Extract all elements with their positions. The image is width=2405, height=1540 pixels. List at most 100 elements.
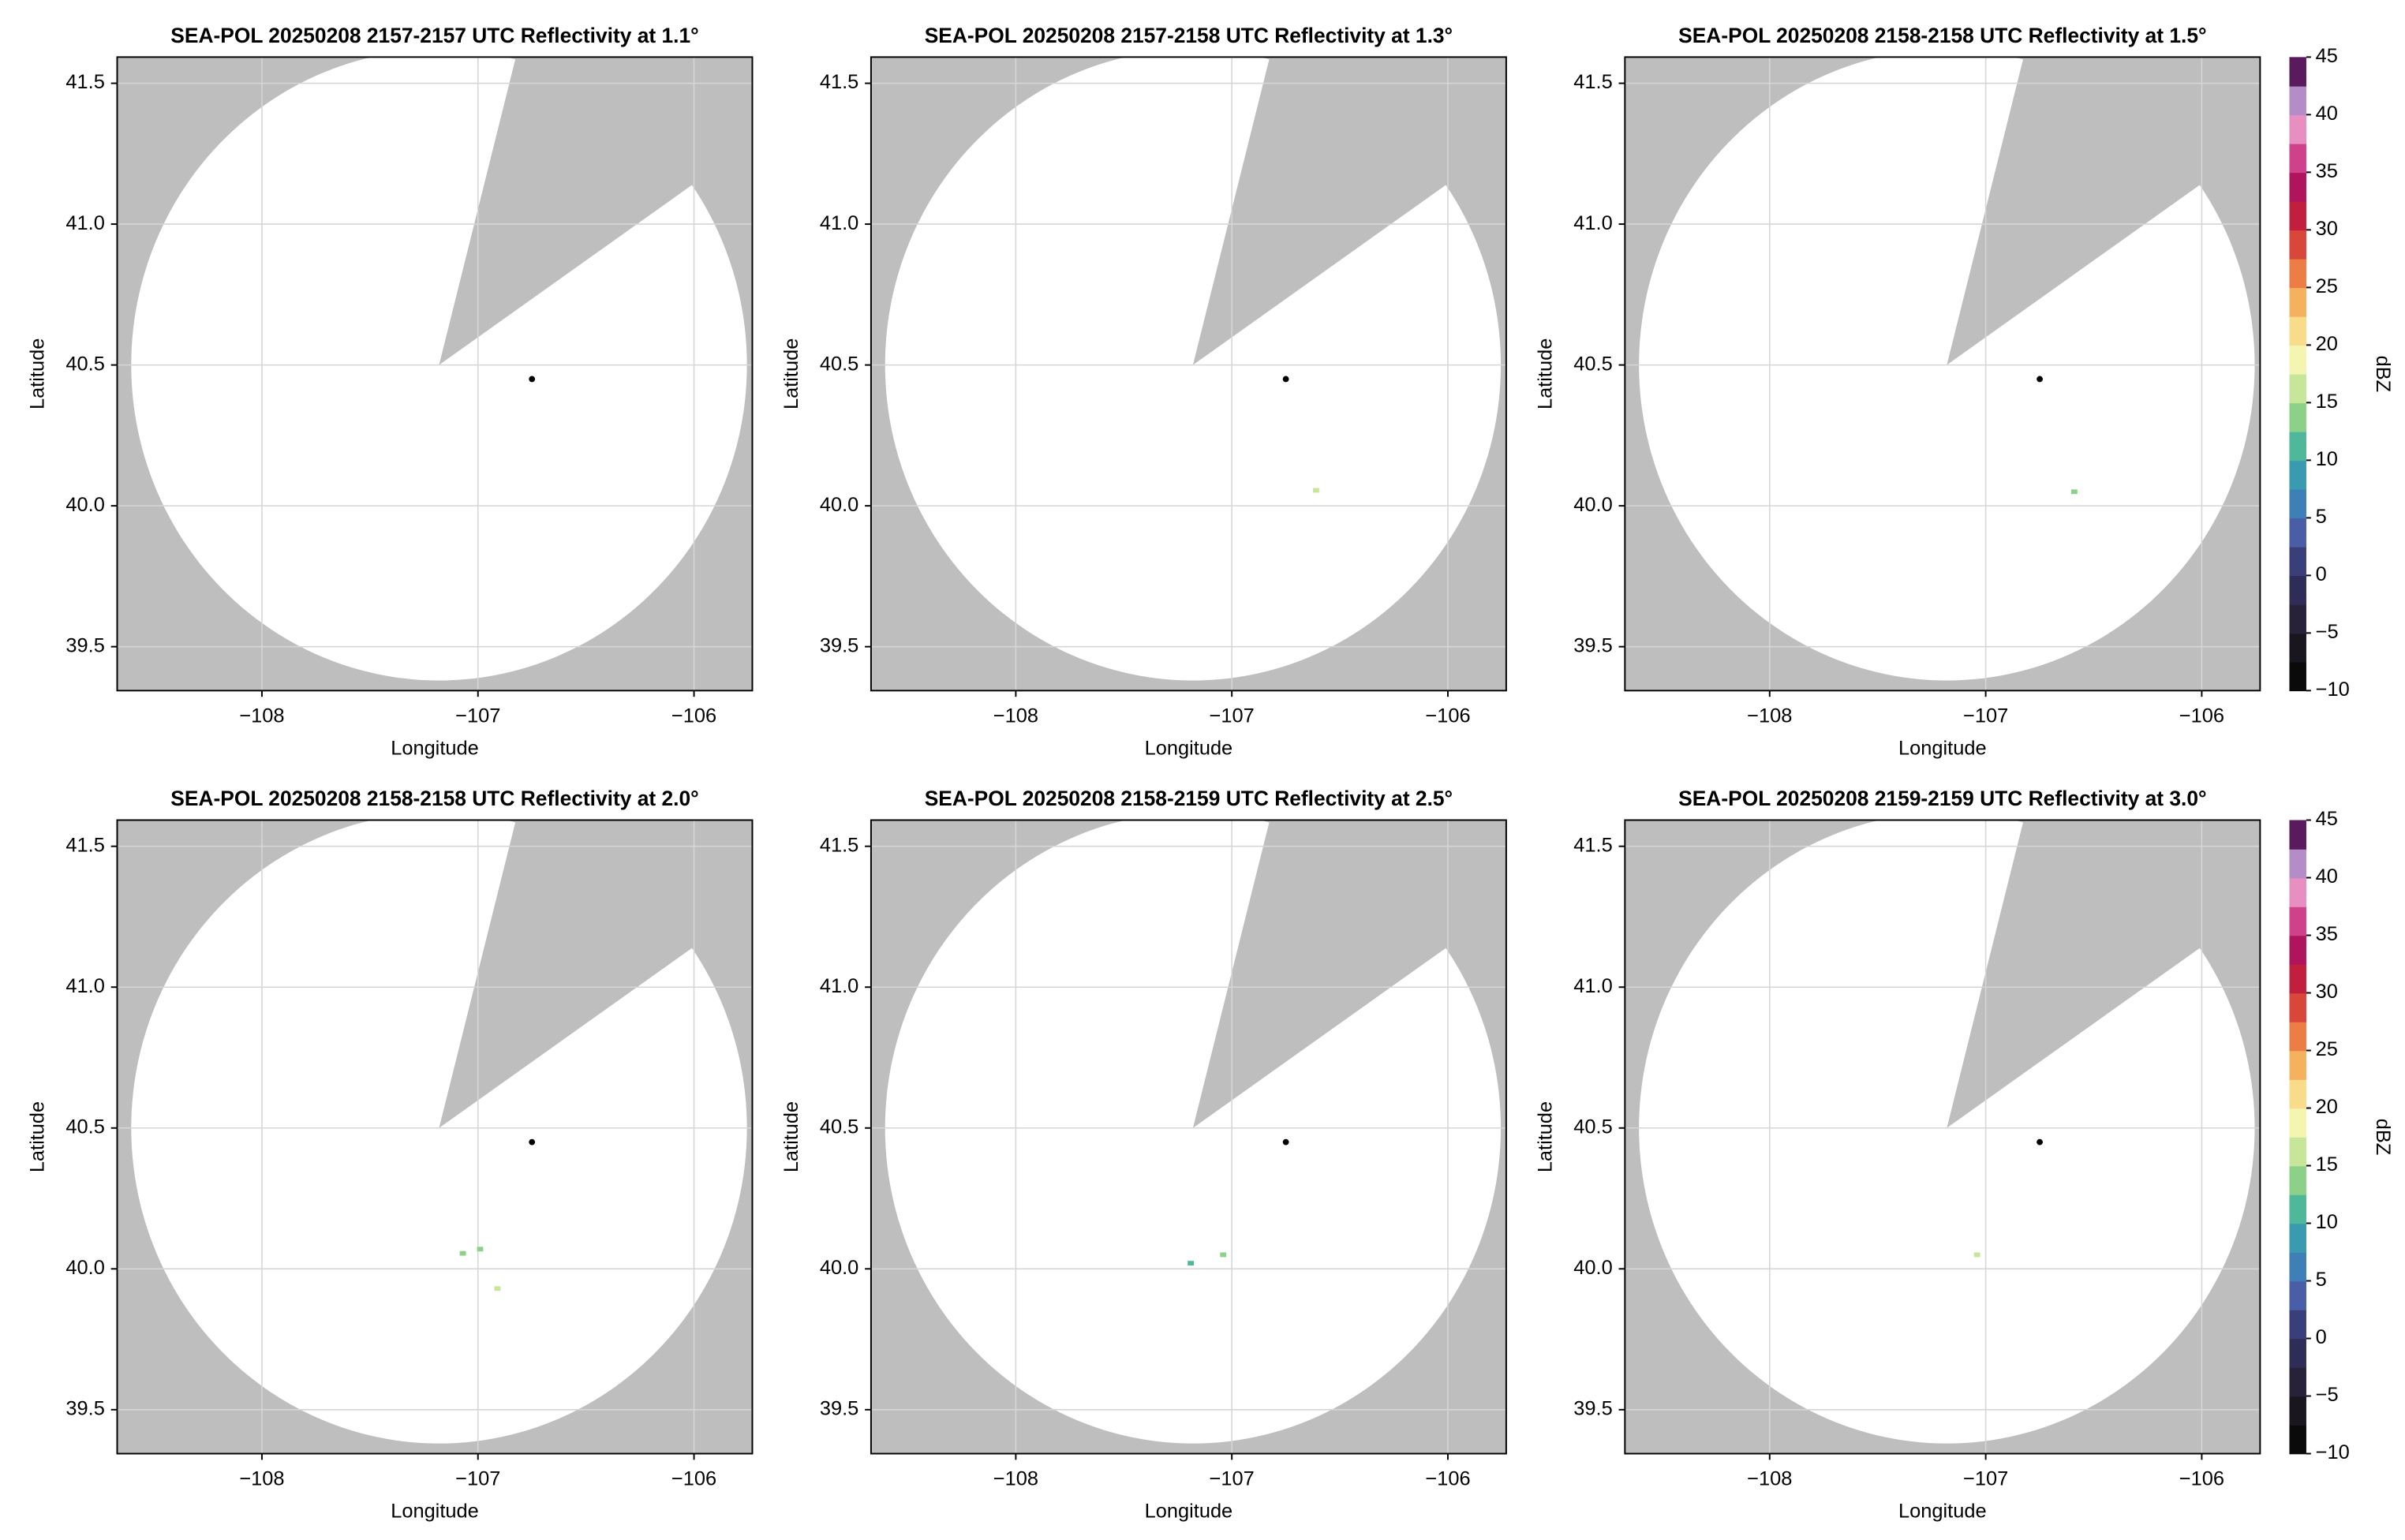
colorbar-band bbox=[2289, 1338, 2306, 1368]
x-axis-label: Longitude bbox=[1145, 1500, 1233, 1522]
echo bbox=[2070, 489, 2078, 495]
colorbar-band bbox=[2289, 345, 2306, 375]
colorbar-band bbox=[2289, 85, 2306, 116]
plot-area bbox=[870, 57, 1506, 691]
y-tick-label: 40.5 bbox=[1573, 353, 1612, 375]
colorbar-band bbox=[2289, 935, 2306, 965]
plot-area bbox=[1625, 820, 2261, 1454]
panel: SEA-POL 20250208 2159-2159 UTC Reflectiv… bbox=[1534, 787, 2394, 1522]
y-tick-label: 40.5 bbox=[65, 353, 104, 375]
y-tick-label: 40.0 bbox=[1573, 1257, 1612, 1279]
colorbar-band bbox=[2289, 57, 2306, 87]
colorbar-band bbox=[2289, 1425, 2306, 1455]
colorbar-band bbox=[2289, 316, 2306, 346]
echo bbox=[1220, 1252, 1227, 1258]
echo bbox=[1973, 1252, 1980, 1258]
colorbar-band bbox=[2289, 877, 2306, 907]
echo bbox=[1188, 1261, 1195, 1266]
colorbar-tick-label: 10 bbox=[2316, 448, 2338, 470]
panel: SEA-POL 20250208 2158-2158 UTC Reflectiv… bbox=[1534, 24, 2394, 759]
colorbar-band bbox=[2289, 1223, 2306, 1253]
colorbar-tick-label: 45 bbox=[2316, 808, 2338, 830]
colorbar-band bbox=[2289, 1252, 2306, 1282]
y-tick-label: 41.5 bbox=[820, 71, 858, 93]
radar-site bbox=[2037, 376, 2043, 383]
coverage-area bbox=[885, 57, 1502, 681]
radar-site bbox=[529, 376, 536, 383]
colorbar-band bbox=[2289, 546, 2306, 577]
radar-site bbox=[2037, 1138, 2043, 1146]
y-tick-label: 39.5 bbox=[820, 1398, 858, 1420]
colorbar-band bbox=[2289, 604, 2306, 634]
panel-title: SEA-POL 20250208 2159-2159 UTC Reflectiv… bbox=[1678, 787, 2206, 810]
y-tick-label: 39.5 bbox=[65, 634, 104, 656]
y-tick-label: 40.0 bbox=[65, 494, 104, 516]
panel-title: SEA-POL 20250208 2157-2158 UTC Reflectiv… bbox=[925, 24, 1453, 47]
y-tick-label: 39.5 bbox=[1573, 1398, 1612, 1420]
echo bbox=[477, 1247, 484, 1252]
y-tick-label: 41.5 bbox=[820, 834, 858, 856]
y-axis-label: Latitude bbox=[1534, 338, 1556, 409]
y-tick-label: 39.5 bbox=[65, 1398, 104, 1420]
y-tick-label: 41.5 bbox=[1573, 834, 1612, 856]
colorbar-band bbox=[2289, 230, 2306, 260]
colorbar-tick-label: 5 bbox=[2316, 1269, 2327, 1291]
x-tick-label: −108 bbox=[993, 1467, 1038, 1490]
panel-title: SEA-POL 20250208 2158-2158 UTC Reflectiv… bbox=[170, 787, 698, 810]
colorbar-band bbox=[2289, 143, 2306, 174]
y-tick-label: 40.0 bbox=[1573, 494, 1612, 516]
x-tick-label: −108 bbox=[1747, 1467, 1792, 1490]
colorbar-band bbox=[2289, 258, 2306, 289]
colorbar-tick-label: 45 bbox=[2316, 45, 2338, 67]
panel: SEA-POL 20250208 2158-2158 UTC Reflectiv… bbox=[27, 787, 754, 1522]
y-tick-label: 40.5 bbox=[820, 353, 858, 375]
colorbar-band bbox=[2289, 402, 2306, 432]
y-tick-label: 40.5 bbox=[65, 1116, 104, 1138]
y-tick-label: 41.0 bbox=[65, 975, 104, 997]
x-axis-label: Longitude bbox=[391, 1500, 479, 1522]
y-tick-label: 40.5 bbox=[820, 1116, 858, 1138]
panel: SEA-POL 20250208 2157-2157 UTC Reflectiv… bbox=[27, 24, 754, 759]
colorbar-band bbox=[2289, 518, 2306, 548]
colorbar-band bbox=[2289, 460, 2306, 490]
colorbar-band bbox=[2289, 488, 2306, 519]
radar-site bbox=[1282, 1138, 1289, 1146]
colorbar-label: dBZ bbox=[2372, 1119, 2394, 1156]
colorbar-tick-label: −10 bbox=[2316, 678, 2350, 701]
plot-area bbox=[1625, 57, 2261, 691]
colorbar-band bbox=[2289, 1367, 2306, 1397]
x-tick-label: −108 bbox=[993, 705, 1038, 727]
colorbar-band bbox=[2289, 1137, 2306, 1167]
colorbar-tick-label: 30 bbox=[2316, 981, 2338, 1003]
colorbar-band bbox=[2289, 431, 2306, 462]
x-tick-label: −106 bbox=[2179, 705, 2224, 727]
colorbar-tick-label: 15 bbox=[2316, 1153, 2338, 1176]
y-tick-label: 41.0 bbox=[1573, 975, 1612, 997]
colorbar-band bbox=[2289, 114, 2306, 144]
colorbar-tick-label: 20 bbox=[2316, 333, 2338, 355]
x-tick-label: −106 bbox=[671, 1467, 716, 1490]
colorbar-tick-label: 40 bbox=[2316, 103, 2338, 125]
x-tick-label: −107 bbox=[1210, 1467, 1255, 1490]
coverage-area bbox=[131, 820, 747, 1444]
y-axis-label: Latitude bbox=[780, 1101, 802, 1172]
colorbar-tick-label: 5 bbox=[2316, 506, 2327, 528]
panel: SEA-POL 20250208 2157-2158 UTC Reflectiv… bbox=[780, 24, 1507, 759]
colorbar-band bbox=[2289, 964, 2306, 994]
coverage-area bbox=[1639, 820, 2255, 1444]
y-axis-label: Latitude bbox=[1534, 1101, 1556, 1172]
colorbar-label: dBZ bbox=[2372, 356, 2394, 393]
x-tick-label: −106 bbox=[671, 705, 716, 727]
x-axis-label: Longitude bbox=[1145, 737, 1233, 759]
y-axis-label: Latitude bbox=[27, 1101, 49, 1172]
axes-frame bbox=[870, 56, 1507, 692]
colorbar-tick-label: 15 bbox=[2316, 391, 2338, 413]
colorbar-band bbox=[2289, 992, 2306, 1022]
x-tick-label: −108 bbox=[239, 1467, 284, 1490]
y-tick-label: 39.5 bbox=[820, 634, 858, 656]
radar-site bbox=[1282, 376, 1289, 383]
colorbar-band bbox=[2289, 1022, 2306, 1052]
y-tick-label: 40.0 bbox=[65, 1257, 104, 1279]
y-tick-label: 41.0 bbox=[820, 975, 858, 997]
colorbar-tick-label: 35 bbox=[2316, 923, 2338, 945]
